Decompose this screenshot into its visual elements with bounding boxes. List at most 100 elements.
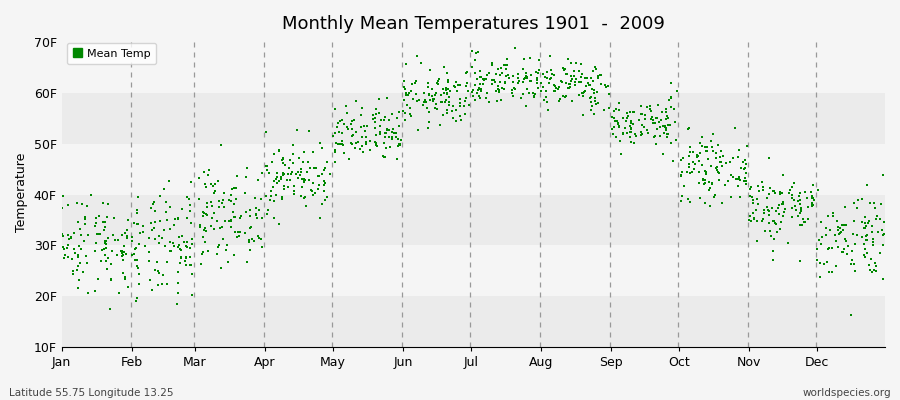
Point (732, 146, 746, 153)
Point (312, 215, 327, 221)
Point (183, 262, 197, 268)
Point (94, 258, 108, 264)
Point (99, 245, 113, 252)
Point (301, 158, 315, 165)
Point (95, 200, 110, 206)
Point (785, 195, 799, 202)
Point (162, 178, 176, 184)
Point (277, 182, 292, 189)
Point (199, 184, 213, 190)
Point (213, 264, 228, 271)
Point (814, 219, 828, 225)
Point (588, 86, 602, 93)
Point (62, 235, 77, 242)
Point (750, 196, 764, 202)
Point (862, 218, 877, 224)
Point (297, 176, 311, 182)
Point (473, 74, 488, 80)
Point (847, 260, 861, 267)
Point (766, 218, 780, 225)
Point (546, 82, 561, 88)
Point (638, 116, 652, 123)
Point (867, 200, 881, 206)
Point (442, 99, 456, 106)
Point (212, 204, 226, 210)
Point (60, 232, 75, 238)
Point (430, 106, 445, 112)
Point (128, 256, 142, 263)
Point (757, 206, 771, 213)
Point (130, 257, 144, 264)
Point (337, 150, 351, 156)
Point (373, 129, 387, 136)
Point (499, 65, 513, 72)
Point (511, 80, 526, 86)
Point (120, 227, 134, 234)
Point (112, 290, 126, 296)
Point (125, 252, 140, 258)
Point (755, 218, 770, 224)
Point (472, 95, 487, 102)
Point (697, 181, 711, 187)
Point (499, 73, 513, 80)
Point (174, 247, 188, 253)
Point (173, 246, 187, 252)
Point (284, 171, 298, 177)
Point (119, 250, 133, 257)
Point (787, 180, 801, 186)
Point (448, 84, 463, 90)
Point (499, 79, 513, 86)
Point (716, 153, 730, 159)
Point (640, 126, 654, 133)
Point (251, 176, 266, 183)
Point (561, 85, 575, 92)
Point (652, 124, 667, 130)
Point (238, 230, 253, 236)
Point (829, 238, 843, 244)
Point (220, 242, 234, 248)
Point (430, 79, 445, 86)
Point (345, 126, 359, 132)
Point (563, 73, 578, 79)
Point (298, 177, 312, 183)
Point (181, 196, 195, 202)
Point (733, 176, 747, 183)
Point (60, 202, 75, 209)
Point (449, 78, 464, 85)
Point (369, 132, 383, 138)
Point (460, 69, 474, 76)
Point (79, 202, 94, 209)
Point (158, 199, 173, 205)
Point (97, 227, 112, 233)
Point (876, 275, 890, 282)
Point (751, 218, 765, 224)
Point (696, 176, 710, 183)
Point (434, 99, 448, 105)
Point (498, 80, 512, 86)
Point (192, 174, 206, 181)
Point (656, 123, 670, 129)
Point (227, 185, 241, 191)
Point (155, 235, 169, 241)
Point (520, 74, 535, 80)
Point (423, 97, 437, 103)
Point (743, 218, 758, 224)
Point (599, 84, 614, 90)
Point (195, 209, 210, 216)
Point (380, 125, 394, 132)
Point (382, 134, 397, 140)
Point (624, 118, 638, 124)
Point (148, 225, 162, 231)
Point (377, 134, 392, 140)
Point (114, 247, 129, 254)
Point (704, 163, 718, 169)
Point (243, 247, 257, 253)
Point (574, 79, 589, 85)
Point (743, 184, 758, 191)
Point (205, 183, 220, 189)
Point (229, 214, 243, 220)
Point (291, 168, 305, 175)
Point (645, 117, 660, 123)
Point (426, 98, 440, 104)
Point (822, 213, 836, 220)
